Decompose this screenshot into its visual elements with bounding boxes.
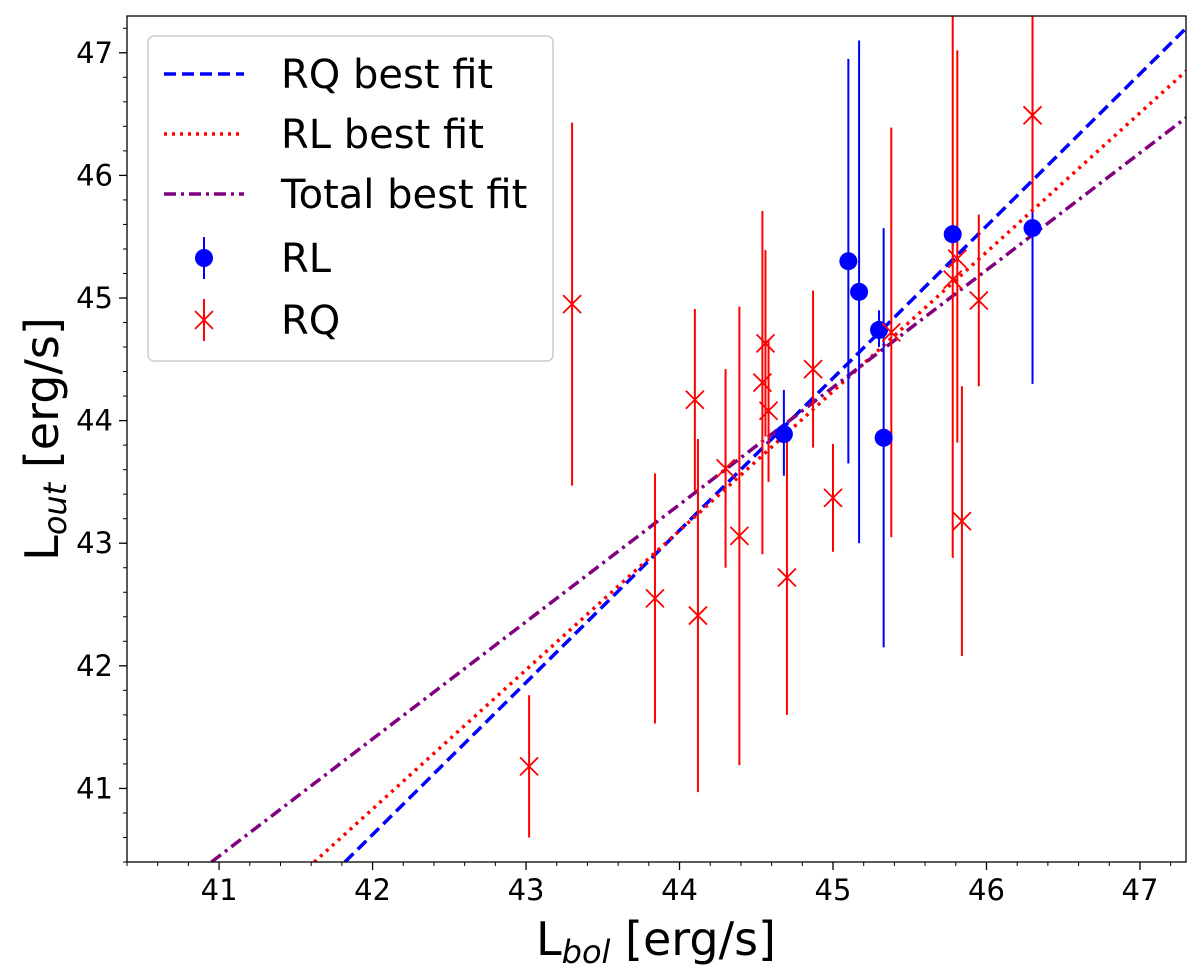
data-point (870, 320, 889, 339)
data-point (755, 333, 776, 354)
data-point (874, 428, 893, 447)
x-tick-label: 44 (661, 873, 698, 907)
legend-label: RL (281, 236, 332, 282)
data-point-stroke (519, 756, 539, 777)
legend-label: RL best fit (281, 112, 484, 158)
data-point-stroke (823, 488, 843, 508)
y-axis-label: Lout [erg/s] (15, 317, 74, 561)
data-point (839, 252, 858, 271)
data-point (823, 488, 843, 508)
data-point (952, 511, 972, 531)
legend-label: Total best fit (280, 172, 527, 218)
data-point (562, 294, 582, 314)
x-tick-label: 46 (968, 873, 1005, 907)
data-point (774, 425, 793, 444)
data-point-stroke (755, 333, 776, 354)
data-markers (519, 105, 1043, 777)
y-axis-label-main: L (15, 535, 69, 561)
data-point (729, 526, 750, 546)
legend-box (147, 35, 554, 362)
data-point-stroke (1022, 105, 1043, 125)
y-axis-label-unit: [erg/s] (15, 317, 69, 483)
y-tick-label: 47 (76, 36, 113, 70)
y-tick-label: 46 (76, 158, 113, 192)
fit-line (210, 116, 1186, 862)
data-point (777, 567, 797, 588)
error-bars (528, 16, 1034, 838)
x-axis-label-sub: bol (562, 933, 611, 971)
data-point (947, 249, 967, 269)
data-point-stroke (777, 567, 797, 588)
data-point (685, 390, 705, 410)
data-point (881, 322, 901, 342)
data-point (715, 458, 736, 479)
data-point (758, 401, 779, 421)
data-point-stroke (969, 290, 989, 311)
data-point (519, 756, 539, 777)
minor-ticks (123, 27, 1172, 866)
legend-handle-marker (195, 249, 213, 267)
data-point-stroke (952, 511, 972, 531)
fit-lines (210, 27, 1186, 862)
x-tick-label: 41 (201, 873, 238, 907)
data-point (688, 605, 708, 626)
data-point (943, 269, 963, 290)
x-tick-label: 43 (508, 873, 545, 907)
data-point (1022, 105, 1043, 125)
data-point-stroke (943, 269, 963, 290)
data-point (752, 372, 773, 393)
x-tick-label: 42 (354, 873, 391, 907)
legend-label: RQ best fit (281, 52, 493, 98)
data-point-stroke (881, 322, 901, 342)
y-tick-label: 43 (76, 526, 113, 560)
data-point-stroke (752, 372, 773, 393)
legend-label: RQ (281, 298, 340, 344)
y-tick-label: 44 (76, 404, 113, 438)
y-tick-label: 45 (76, 281, 113, 315)
legend: RQ best fit RL best fit Total best fit RL RQ (147, 35, 554, 362)
data-point (969, 290, 989, 311)
data-point-stroke (715, 458, 736, 479)
data-point (850, 282, 869, 301)
data-point (645, 588, 665, 609)
data-point (803, 359, 823, 379)
x-tick-label: 47 (1122, 873, 1159, 907)
x-axis-label-main: L (536, 912, 562, 966)
y-axis-label-sub: out (36, 481, 74, 535)
x-tick-label: 45 (815, 873, 852, 907)
legend-handle-marker (194, 310, 214, 330)
y-tick-label: 41 (76, 771, 113, 805)
data-point-stroke (688, 605, 708, 626)
data-point-stroke (645, 588, 665, 609)
y-axis-ticks: 41 42 43 44 45 46 47 (76, 36, 127, 805)
plot-frame (126, 15, 1187, 863)
y-tick-label: 42 (76, 649, 113, 683)
data-point-stroke (803, 359, 823, 379)
x-axis-label: Lbol [erg/s] (536, 912, 776, 971)
data-point-stroke (947, 249, 967, 269)
x-axis-label-unit: [erg/s] (610, 912, 776, 966)
data-point (943, 225, 962, 244)
data-point (1023, 219, 1042, 238)
data-point-stroke (758, 401, 779, 421)
data-point-stroke (729, 526, 750, 546)
data-point-stroke (562, 294, 582, 314)
x-axis-ticks: 41 42 43 44 45 46 47 (201, 862, 1159, 907)
data-point-stroke (685, 390, 705, 410)
